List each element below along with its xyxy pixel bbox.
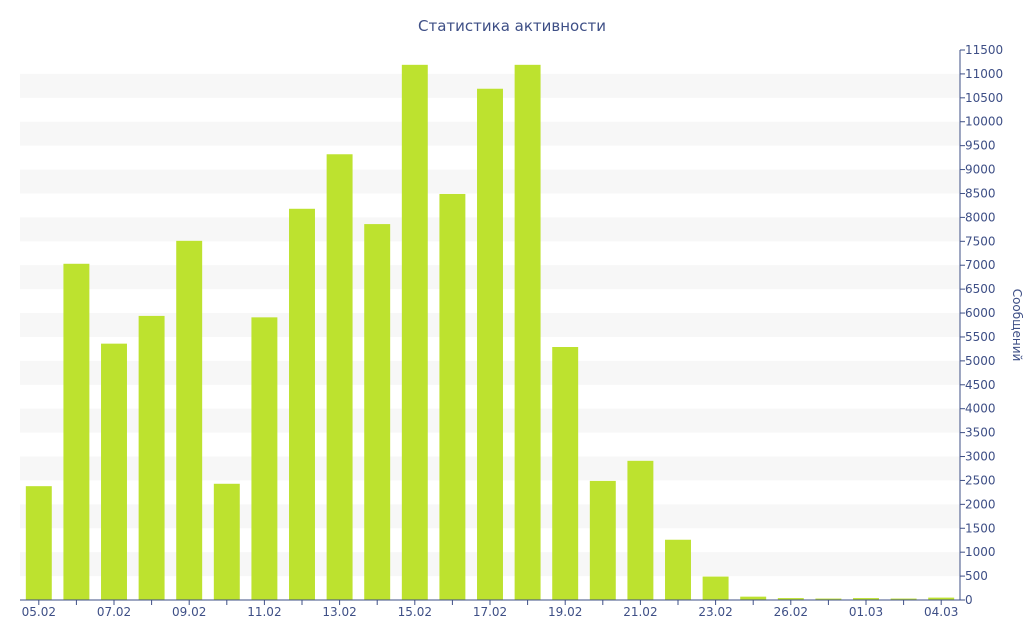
- y-tick-label: 6000: [965, 306, 996, 320]
- x-tick-label: 23.02: [698, 605, 732, 619]
- y-tick-label: 9000: [965, 163, 996, 177]
- y-tick-label: 3500: [965, 426, 996, 440]
- bar-17.02: [477, 88, 503, 600]
- chart-title: Статистика активности: [418, 17, 606, 35]
- bar-15.02: [401, 64, 428, 600]
- bar-22.02: [665, 539, 691, 600]
- x-tick-label: 05.02: [22, 605, 56, 619]
- y-tick-label: 9500: [965, 139, 996, 153]
- y-tick-label: 1500: [965, 521, 996, 535]
- y-tick-label: 2000: [965, 497, 996, 511]
- y-tick-label: 10000: [965, 115, 1003, 129]
- y-tick-label: 5500: [965, 330, 996, 344]
- bar-04.03: [928, 597, 955, 600]
- y-tick-label: 0: [965, 593, 973, 607]
- x-tick-label: 15.02: [398, 605, 432, 619]
- x-tick-label: 21.02: [623, 605, 657, 619]
- y-tick-label: 4000: [965, 402, 996, 416]
- bar-18.02: [514, 64, 541, 600]
- bar-14.02: [364, 224, 391, 600]
- bar-24.02: [740, 596, 767, 600]
- x-tick-label: 01.03: [849, 605, 883, 619]
- x-tick-label: 26.02: [774, 605, 808, 619]
- y-tick-label: 3000: [965, 450, 996, 464]
- bar-21.02: [627, 460, 654, 600]
- bar-19.02: [552, 347, 579, 600]
- y-tick-label: 1000: [965, 545, 996, 559]
- bar-01.03: [853, 598, 879, 600]
- x-tick-label: 17.02: [473, 605, 507, 619]
- bar-07.02: [101, 343, 127, 600]
- y-tick-label: 10500: [965, 91, 1003, 105]
- x-tick-label: 07.02: [97, 605, 131, 619]
- y-tick-label: 7000: [965, 258, 996, 272]
- y-tick-label: 6500: [965, 282, 996, 296]
- bar-06.02: [63, 263, 90, 600]
- bar-09.02: [176, 240, 203, 600]
- y-tick-label: 2500: [965, 473, 996, 487]
- bar-16.02: [439, 193, 466, 600]
- y-tick-label: 5000: [965, 354, 996, 368]
- grid-band: [20, 73, 960, 98]
- bar-02.03: [890, 598, 917, 600]
- y-axis: 0 500 1000 1500 2000 2500 3000 3500 4000 4500 5000…: [959, 43, 1003, 607]
- y-tick-label: 8500: [965, 186, 996, 200]
- x-tick-label: 11.02: [247, 605, 281, 619]
- bar-20.02: [589, 480, 616, 600]
- y-tick-label: 500: [965, 569, 988, 583]
- y-axis-label: Сообщений: [1010, 289, 1024, 362]
- x-tick-label: 04.03: [924, 605, 958, 619]
- y-tick-label: 11000: [965, 67, 1003, 81]
- bar-10.02: [213, 483, 240, 600]
- bar-23.02: [702, 576, 729, 600]
- bar-08.02: [138, 315, 165, 600]
- x-tick-label: 13.02: [322, 605, 356, 619]
- x-tick-label: 19.02: [548, 605, 582, 619]
- x-axis: 05.02 07.02 09.02 11.02 13.02 15.02 17.02 19.02…: [20, 599, 960, 619]
- bar-28.02: [815, 598, 842, 600]
- x-tick-label: 09.02: [172, 605, 206, 619]
- y-tick-label: 8000: [965, 210, 996, 224]
- y-tick-label: 11500: [965, 43, 1003, 57]
- bar-26.02: [777, 598, 804, 600]
- bar-13.02: [326, 154, 353, 600]
- bar-12.02: [289, 208, 315, 601]
- bar-11.02: [251, 317, 278, 600]
- bar-series: [25, 64, 955, 601]
- y-tick-label: 7500: [965, 234, 996, 248]
- y-tick-label: 4500: [965, 378, 996, 392]
- bar-05.02: [25, 486, 52, 600]
